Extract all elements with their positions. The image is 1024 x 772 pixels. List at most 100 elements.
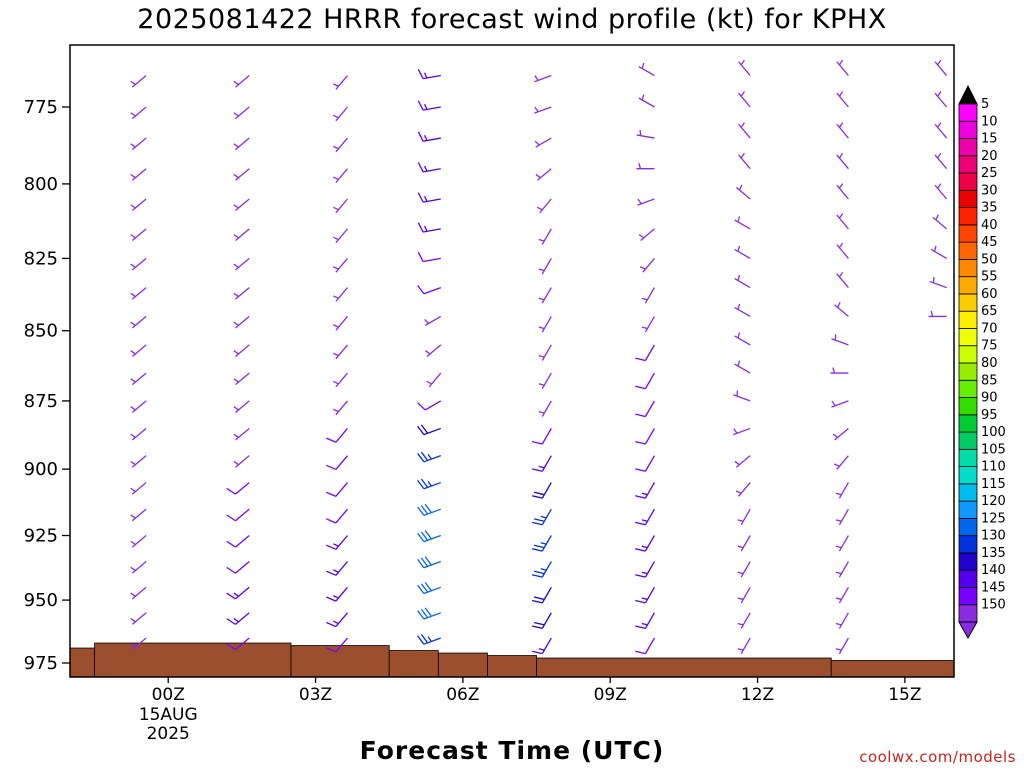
wind-barb — [326, 509, 347, 523]
wind-barb — [234, 373, 249, 385]
wind-barb-flag — [532, 600, 542, 602]
wind-barb-half-flag — [639, 235, 644, 238]
wind-barb-half-flag — [537, 207, 542, 209]
colorbar-label: 115 — [981, 477, 1006, 492]
wind-barb-half-flag — [836, 493, 842, 494]
wind-barb-shaft — [837, 62, 849, 76]
colorbar-swatch — [959, 173, 977, 190]
wind-barb-half-flag — [839, 123, 842, 128]
wind-barb-shaft — [735, 249, 751, 258]
wind-barb-shaft — [839, 483, 848, 499]
wind-barb-half-flag — [741, 123, 744, 128]
terrain-step — [70, 648, 95, 677]
wind-barb-shaft — [835, 305, 849, 317]
wind-barb — [635, 373, 654, 389]
colorbar-swatch — [959, 259, 977, 276]
wind-barb — [418, 132, 440, 141]
wind-barb-shaft — [933, 217, 947, 229]
colorbar-swatch — [959, 415, 977, 432]
wind-barb — [539, 288, 552, 304]
wind-barb-shaft — [336, 107, 348, 121]
wind-barb — [931, 246, 947, 259]
colorbar-label: 150 — [981, 598, 1006, 613]
wind-barb — [418, 557, 441, 568]
colorbar-label: 90 — [981, 391, 998, 406]
wind-barb-shaft — [235, 138, 249, 150]
x-tick-sublabel: 15AUG — [139, 705, 198, 725]
wind-barb-flag — [418, 193, 423, 202]
wind-barb — [639, 63, 655, 76]
wind-barb-shaft — [542, 587, 551, 603]
wind-barb — [333, 288, 347, 302]
wind-barb-flag — [534, 597, 544, 599]
wind-barb-half-flag — [333, 596, 338, 598]
colorbar-swatch — [959, 156, 977, 173]
wind-barb-shaft — [739, 483, 751, 497]
wind-barb-flag — [532, 496, 542, 498]
wind-barb-half-flag — [938, 60, 941, 65]
wind-barb — [635, 456, 654, 472]
wind-barb — [929, 311, 947, 317]
wind-barb-half-flag — [642, 327, 648, 328]
wind-barb-half-flag — [333, 621, 338, 623]
wind-barb — [536, 169, 551, 181]
wind-barb-shaft — [336, 316, 348, 330]
wind-barb-half-flag — [234, 174, 239, 177]
wind-barb-shaft — [741, 562, 750, 578]
wind-barb-half-flag — [425, 196, 427, 201]
wind-barb-shaft — [637, 135, 655, 138]
wind-barb-shaft — [542, 229, 551, 245]
y-tick-label: 975 — [24, 653, 58, 674]
wind-barb-half-flag — [535, 107, 538, 112]
colorbar-swatch — [959, 605, 977, 622]
wind-barb-shaft — [235, 562, 249, 574]
wind-barb-shaft — [837, 274, 849, 288]
wind-barb — [227, 483, 250, 495]
wind-barb — [326, 483, 347, 497]
wind-barb-shaft — [336, 138, 348, 152]
wind-barb-half-flag — [234, 205, 239, 208]
wind-barb-shaft — [235, 456, 249, 468]
wind-barb — [539, 229, 552, 245]
wind-barb-shaft — [739, 155, 751, 169]
colorbar-label: 25 — [981, 166, 998, 181]
colorbar-swatch — [959, 121, 977, 138]
wind-barb-shaft — [645, 562, 654, 578]
wind-barb-half-flag — [834, 464, 839, 466]
wind-barb — [539, 373, 552, 389]
wind-barb-half-flag — [425, 351, 430, 354]
wind-barb-half-flag — [234, 351, 239, 354]
colorbar-label: 35 — [981, 201, 998, 216]
wind-barb — [234, 199, 249, 211]
wind-barb-half-flag — [234, 81, 239, 84]
wind-barb-shaft — [336, 258, 348, 272]
wind-barb — [735, 361, 751, 374]
wind-barb-flag — [418, 101, 423, 110]
wind-barb-half-flag — [131, 434, 136, 437]
colorbar-top-arrow — [959, 86, 977, 104]
wind-barb-half-flag — [734, 429, 737, 434]
wind-barb-shaft — [336, 169, 348, 183]
terrain-step — [95, 643, 291, 677]
wind-barb-flag — [635, 469, 645, 471]
wind-barb-half-flag — [131, 81, 136, 84]
wind-barb-shaft — [735, 336, 751, 345]
wind-barb-shaft — [645, 587, 654, 603]
wind-barb — [418, 504, 441, 515]
wind-barb-half-flag — [839, 184, 842, 189]
wind-barb-shaft — [930, 281, 947, 287]
wind-barb-flag — [326, 438, 336, 442]
wind-barb — [736, 483, 750, 497]
wind-barb-shaft — [739, 124, 751, 138]
wind-barb-shaft — [540, 199, 552, 213]
wind-barb-shaft — [132, 288, 146, 300]
wind-barb — [836, 587, 849, 603]
wind-barb-shaft — [235, 613, 249, 625]
wind-barb-shaft — [735, 220, 751, 229]
wind-barb — [640, 258, 654, 272]
terrain-step — [831, 661, 954, 677]
wind-barb — [639, 229, 654, 241]
colorbar-swatch — [959, 536, 977, 553]
wind-barb-shaft — [735, 279, 751, 288]
wind-barb — [836, 562, 849, 578]
